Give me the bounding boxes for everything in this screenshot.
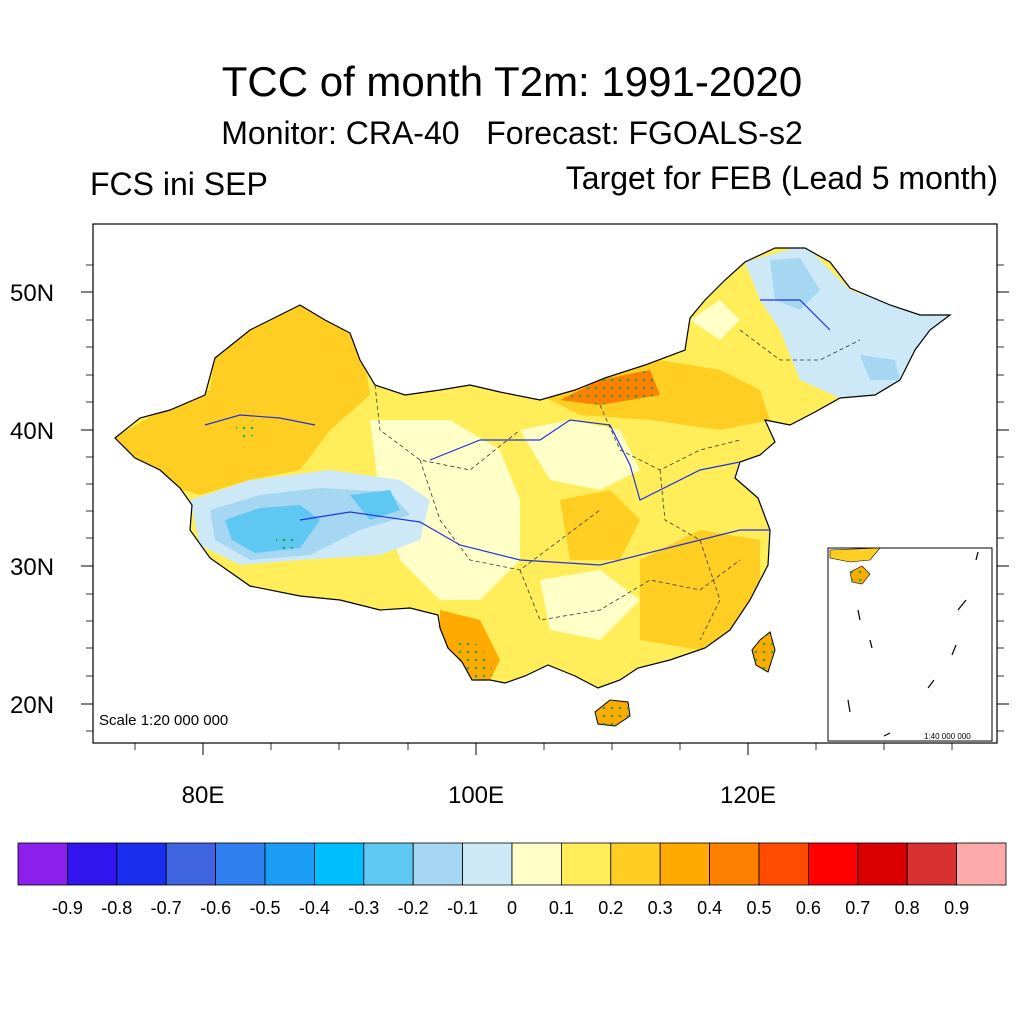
colorbar-label: -0.7 <box>151 898 182 918</box>
lat-label-40n: 40N <box>10 418 55 445</box>
colorbar-label: 0.1 <box>549 898 574 918</box>
colorbar-label: 0.4 <box>697 898 722 918</box>
scale-main: Scale 1:20 000 000 <box>99 712 228 729</box>
lon-label-120e: 120E <box>719 782 777 809</box>
colorbar-swatch <box>264 842 315 886</box>
colorbar-swatch <box>906 842 958 886</box>
colorbar-label: 0.6 <box>796 898 821 918</box>
colorbar-label: 0.9 <box>944 898 969 918</box>
colorbar-label: -0.2 <box>398 898 429 918</box>
colorbar-label: 0.2 <box>598 898 623 918</box>
colorbar-swatch <box>313 842 365 886</box>
colorbar-swatch <box>808 842 859 886</box>
correlation-field <box>114 247 952 727</box>
colorbar-label: -0.1 <box>447 898 478 918</box>
colorbar-swatch <box>610 842 661 886</box>
lon-label-80e: 80E <box>181 782 225 809</box>
colorbar-swatch <box>462 842 513 886</box>
colorbar-swatch <box>215 842 266 886</box>
colorbar-label: -0.9 <box>52 898 83 918</box>
colorbar-swatch <box>363 842 414 886</box>
init-label: FCS ini SEP <box>90 166 268 202</box>
lat-label-20n: 20N <box>10 692 55 719</box>
colorbar-swatch <box>659 842 711 886</box>
colorbar-swatch <box>758 842 809 886</box>
colorbar-swatch <box>561 842 612 886</box>
colorbar-label: -0.8 <box>101 898 132 918</box>
colorbar-swatch <box>956 842 1007 886</box>
colorbar-swatch <box>67 842 118 886</box>
south-china-sea-inset: 1:40 000 000 <box>827 547 993 742</box>
lat-label-30n: 30N <box>10 554 55 581</box>
scale-inset: 1:40 000 000 <box>924 732 971 741</box>
target-label: Target for FEB (Lead 5 month) <box>565 160 998 196</box>
colorbar-swatch <box>709 842 760 886</box>
colorbar-label: -0.6 <box>200 898 231 918</box>
colorbar-label: 0.8 <box>895 898 920 918</box>
lat-label-50n: 50N <box>10 280 55 307</box>
axis-ticks <box>81 291 1009 755</box>
colorbar-label: -0.3 <box>348 898 379 918</box>
colorbar-label: -0.4 <box>299 898 330 918</box>
colorbar-swatch <box>116 842 167 886</box>
forecast-label: Forecast: FGOALS-s2 <box>486 115 803 151</box>
colorbar-swatch <box>857 842 908 886</box>
colorbar-swatch <box>17 842 68 886</box>
colorbar-label: -0.5 <box>249 898 280 918</box>
map-title: TCC of month T2m: 1991-2020 <box>221 58 803 105</box>
colorbar-swatch <box>412 842 464 886</box>
colorbar-swatch <box>511 842 562 886</box>
colorbar: -0.9 -0.8 -0.7 -0.6 -0.5 -0.4 -0.3 -0.2 -0.1 0 0.1… <box>17 842 1007 918</box>
colorbar-label: 0.7 <box>845 898 870 918</box>
lon-label-100e: 100E <box>447 782 505 809</box>
colorbar-label: 0 <box>507 898 517 918</box>
colorbar-label: 0.3 <box>648 898 673 918</box>
colorbar-swatch <box>165 842 216 886</box>
monitor-label: Monitor: CRA-40 <box>221 115 460 151</box>
map-subtitle: Monitor: CRA-40 Forecast: FGOALS-s2 <box>0 115 1024 152</box>
colorbar-label: 0.5 <box>746 898 771 918</box>
